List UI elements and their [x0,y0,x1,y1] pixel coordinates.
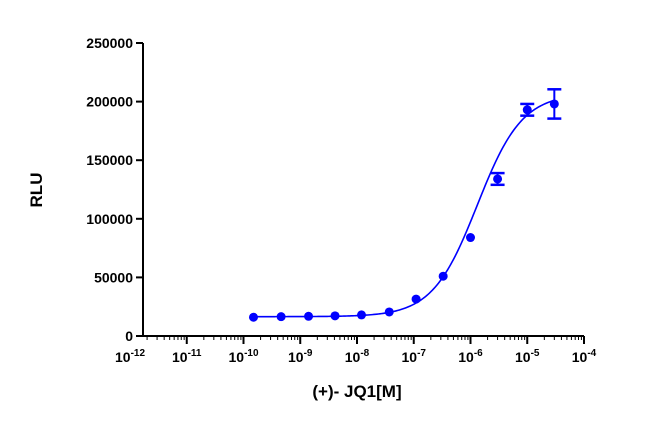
data-point [490,171,505,187]
x-tick-label: 10-9 [288,348,313,365]
fit-curve [253,99,555,318]
data-point [304,311,314,321]
data-marker [384,307,394,317]
data-point [248,312,258,322]
data-points [248,88,562,322]
data-marker [522,105,532,115]
data-point [384,307,394,317]
data-point [356,310,366,320]
y-axis-label: RLU [27,173,46,208]
data-marker [549,99,559,109]
y-tick-label: 150000 [86,152,133,168]
data-marker [276,312,286,322]
x-axis: 10-12 10-11 10-10 10-9 10-8 10-7 10-6 10-5 10-4 [115,335,597,365]
x-tick-label: 10-6 [458,348,483,365]
x-tick-label: 10-12 [115,348,145,365]
y-tick-label: 100000 [86,211,133,227]
x-tick-label: 10-7 [402,348,427,365]
data-marker [493,174,503,184]
x-tick-label: 10-4 [572,348,597,365]
x-axis-label: (+)- JQ1[M] [312,382,401,401]
data-point [466,233,475,243]
x-tick-label: 10-10 [228,348,258,365]
data-point [411,294,421,304]
data-marker [248,312,258,322]
data-point [547,88,562,120]
data-point [520,102,535,117]
y-tick-label: 50000 [94,269,133,285]
data-point [330,311,340,321]
y-tick-label: 250000 [86,35,133,51]
x-tick-label: 10-8 [345,348,370,365]
data-marker [304,311,314,321]
y-tick-label: 0 [125,328,133,344]
y-tick-label: 200000 [86,94,133,110]
data-point [438,271,448,281]
data-marker [438,271,448,281]
data-marker [411,294,421,304]
y-axis: 0 50000 100000 150000 200000 250000 [86,35,144,344]
data-marker [356,310,366,320]
data-point [276,312,286,322]
data-marker [330,311,340,321]
data-marker [466,233,475,243]
x-tick-label: 10-11 [172,348,202,365]
x-tick-label: 10-5 [515,348,540,365]
